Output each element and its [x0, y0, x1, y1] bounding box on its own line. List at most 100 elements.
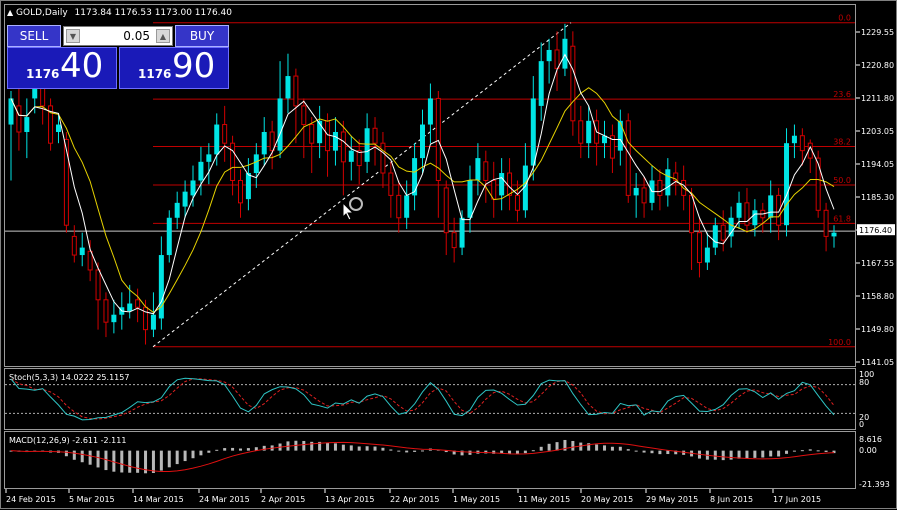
macd-pane[interactable]: MACD(12,26,9) -2.611 -2.111 [4, 431, 856, 489]
candlestick [412, 143, 418, 211]
price-axis-label: 1203.05 [861, 127, 894, 136]
price-axis-label: 1141.05 [861, 358, 894, 367]
macd-histogram-bar [341, 444, 345, 451]
macd-histogram-bar [136, 450, 140, 473]
stochastic-pane[interactable]: Stoch(5,3,3) 14.0222 25.1157 [4, 368, 856, 430]
candlestick [317, 105, 323, 159]
candlestick [570, 31, 576, 136]
macd-histogram-bar [721, 450, 725, 461]
candlestick [404, 180, 410, 229]
candlestick [823, 202, 829, 252]
candlestick [522, 143, 528, 218]
date-axis-label: 29 May 2015 [646, 495, 698, 504]
price-axis-label: 1167.55 [861, 259, 894, 268]
macd-histogram-bar [452, 450, 456, 455]
candlestick [736, 191, 742, 229]
macd-histogram-bar [215, 449, 219, 451]
lot-increase-icon[interactable]: ▲ [156, 29, 170, 43]
candlestick [87, 240, 93, 282]
candlestick [182, 180, 188, 218]
collapse-triangle-icon[interactable]: ▲ [7, 8, 14, 17]
candlestick [253, 143, 259, 188]
macd-histogram-bar [254, 447, 258, 451]
macd-histogram-bar [515, 450, 519, 455]
macd-histogram-bar [80, 450, 84, 463]
candlestick [427, 83, 433, 144]
date-axis-label: 17 Jun 2015 [773, 495, 821, 504]
fibo-trendline[interactable] [152, 22, 572, 348]
lot-size-value[interactable]: 0.05 [123, 29, 150, 43]
candlestick [206, 143, 212, 185]
candlestick [483, 150, 489, 203]
sell-price-button[interactable]: 1176 40 [7, 46, 117, 89]
macd-histogram-bar [634, 450, 638, 452]
macd-chart: MACD(12,26,9) -2.611 -2.111 [9, 436, 836, 474]
candlestick [799, 128, 805, 166]
fast-moving-average [10, 53, 835, 315]
candlestick [617, 109, 623, 166]
candlestick [420, 109, 425, 174]
macd-histogram-bar [658, 450, 662, 455]
macd-histogram-bar [357, 446, 361, 451]
macd-histogram-bar [389, 449, 393, 451]
candlestick [150, 292, 156, 338]
busy-cursor-icon [349, 197, 363, 211]
candlestick [807, 139, 813, 174]
price-axis-label: 1229.55 [861, 28, 894, 37]
candlestick [55, 113, 61, 144]
macd-histogram-bar [539, 446, 543, 451]
macd-histogram-bar [792, 450, 796, 452]
stoch-main-line [10, 377, 835, 421]
macd-histogram-bar [563, 439, 567, 451]
candlestick [16, 87, 22, 151]
price-axis-label: 1211.80 [861, 94, 894, 103]
stoch-axis-label: 100 [859, 370, 874, 379]
buy-price-prefix: 1176 [138, 67, 172, 81]
date-axis-label: 1 May 2015 [453, 495, 500, 504]
macd-histogram-bar [444, 450, 448, 453]
fibo-level-label: 0.0 [838, 14, 851, 23]
macd-histogram-bar [104, 450, 108, 471]
candlestick [301, 98, 307, 159]
stoch-label: Stoch(5,3,3) 14.0222 25.1157 [9, 373, 129, 382]
one-click-trading-panel: SELL ▼ 0.05 ▲ BUY 1176 40 1176 90 [7, 25, 229, 89]
candlestick [720, 210, 726, 252]
macd-histogram-bar [674, 450, 678, 455]
fibo-level-label: 50.0 [833, 176, 851, 185]
macd-histogram-bar [151, 450, 155, 473]
macd-histogram-bar [761, 450, 765, 458]
candlestick [728, 206, 734, 248]
buy-price-button[interactable]: 1176 90 [119, 46, 229, 89]
lot-decrease-icon[interactable]: ▼ [66, 29, 80, 43]
candlestick [609, 124, 615, 174]
candlestick [530, 76, 536, 181]
macd-histogram-bar [191, 450, 195, 459]
macd-histogram-bar [737, 450, 741, 459]
price-axis-label: 1149.80 [861, 325, 894, 334]
macd-histogram-bar [88, 450, 92, 465]
buy-button[interactable]: BUY [175, 25, 229, 47]
macd-histogram-bar [650, 450, 654, 454]
candlestick [340, 120, 346, 196]
slow-moving-average [10, 87, 835, 313]
candlestick [625, 113, 631, 203]
macd-histogram-bar [626, 449, 630, 451]
macd-histogram-bar [262, 445, 266, 451]
macd-histogram-bar [413, 450, 417, 452]
macd-histogram-bar [785, 450, 789, 454]
current-price-marker [857, 224, 895, 236]
macd-histogram-bar [223, 448, 227, 451]
symbol-label: GOLD,Daily [16, 8, 68, 18]
candlestick [831, 225, 837, 248]
candlestick [348, 135, 354, 181]
macd-histogram-bar [381, 447, 385, 451]
price-chart-pane[interactable]: 0.0 23.6 38.2 50.0 61.8 100.0 [4, 4, 856, 367]
candlestick [325, 113, 331, 177]
sell-button[interactable]: SELL [7, 25, 61, 47]
macd-histogram-bar [302, 440, 306, 451]
candlestick [103, 292, 109, 338]
lot-size-field[interactable]: ▼ 0.05 ▲ [63, 26, 173, 46]
macd-histogram-bar [349, 445, 353, 451]
price-chart[interactable]: 0.0 23.6 38.2 50.0 61.8 100.0 [5, 5, 855, 366]
